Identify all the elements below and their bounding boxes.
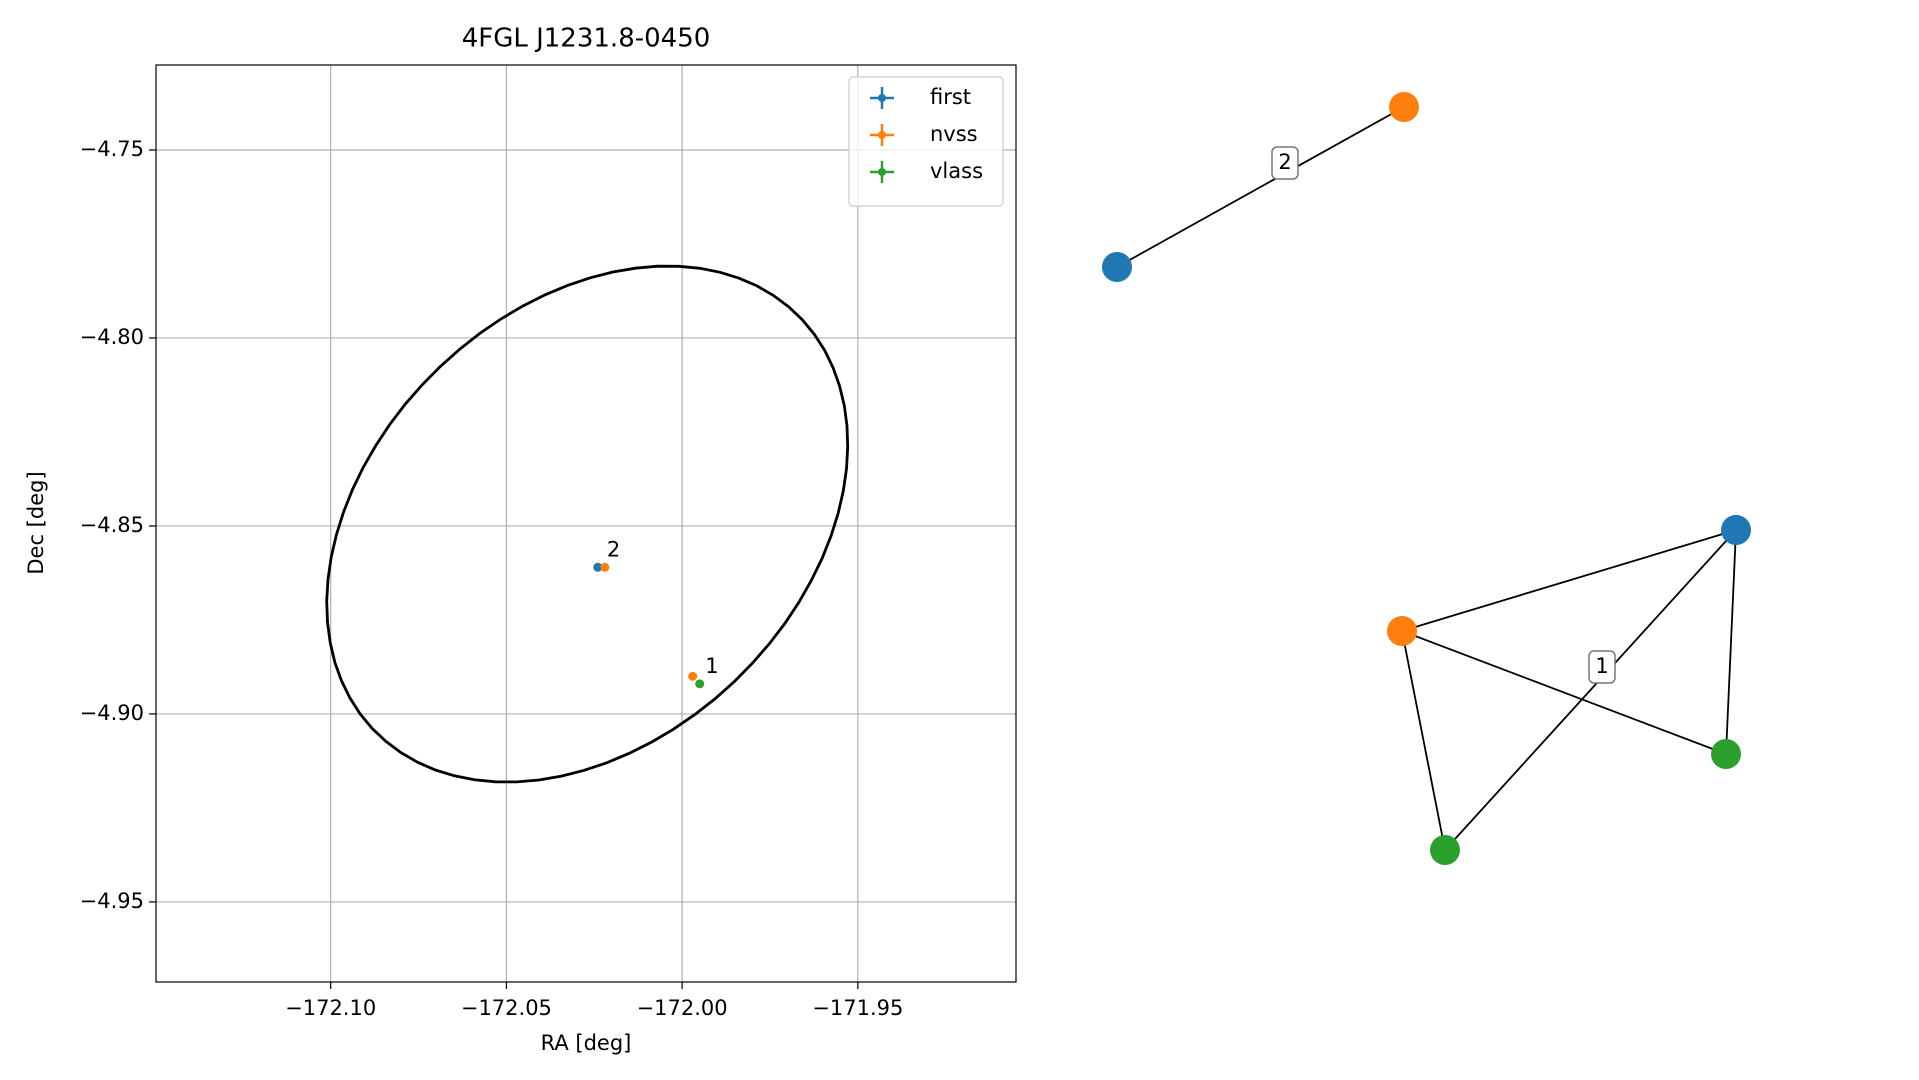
point — [593, 562, 603, 572]
x-tick-label: −171.95 — [812, 996, 903, 1020]
edge — [1725, 529, 1737, 755]
y-axis-label: Dec [deg] — [24, 471, 48, 574]
x-tick-label: −172.10 — [285, 996, 376, 1020]
edge — [1116, 106, 1405, 268]
legend-marker — [878, 131, 886, 139]
edge — [1401, 529, 1737, 632]
legend-label: nvss — [930, 122, 978, 146]
point — [600, 562, 610, 572]
y-tick-label: −4.85 — [80, 513, 144, 537]
legend-marker — [878, 94, 886, 102]
node — [1430, 835, 1460, 865]
edge-label-box — [1271, 146, 1299, 180]
chart-title: 4FGL J1231.8-0450 — [462, 24, 711, 54]
annotation: 1 — [705, 654, 718, 678]
edge — [1401, 630, 1727, 755]
plot-frame — [155, 64, 1017, 983]
x-tick-label: −172.05 — [461, 996, 552, 1020]
node — [1711, 739, 1741, 769]
edge-label: 2 — [1278, 150, 1291, 174]
edge-label-box — [1588, 650, 1616, 684]
node — [1102, 252, 1132, 282]
y-tick-label: −4.95 — [80, 889, 144, 913]
edge-label: 1 — [1595, 654, 1608, 678]
node — [1389, 92, 1419, 122]
legend-box — [848, 76, 1004, 207]
y-tick-label: −4.75 — [80, 137, 144, 161]
graph: 2 1 — [1102, 92, 1751, 865]
y-tick-label: −4.90 — [80, 701, 144, 725]
annotation: 2 — [607, 537, 620, 561]
edge — [1401, 630, 1446, 851]
x-tick-label: −172.00 — [637, 996, 728, 1020]
y-tick-label: −4.80 — [80, 325, 144, 349]
edge — [1444, 529, 1737, 851]
legend-marker — [878, 168, 886, 176]
legend-label: first — [930, 85, 971, 109]
x-axis-label: RA [deg] — [541, 1031, 632, 1055]
node — [1721, 515, 1751, 545]
point — [688, 671, 698, 681]
error-ellipse — [325, 264, 850, 784]
legend-label: vlass — [930, 159, 983, 183]
point — [695, 679, 705, 689]
node — [1387, 616, 1417, 646]
